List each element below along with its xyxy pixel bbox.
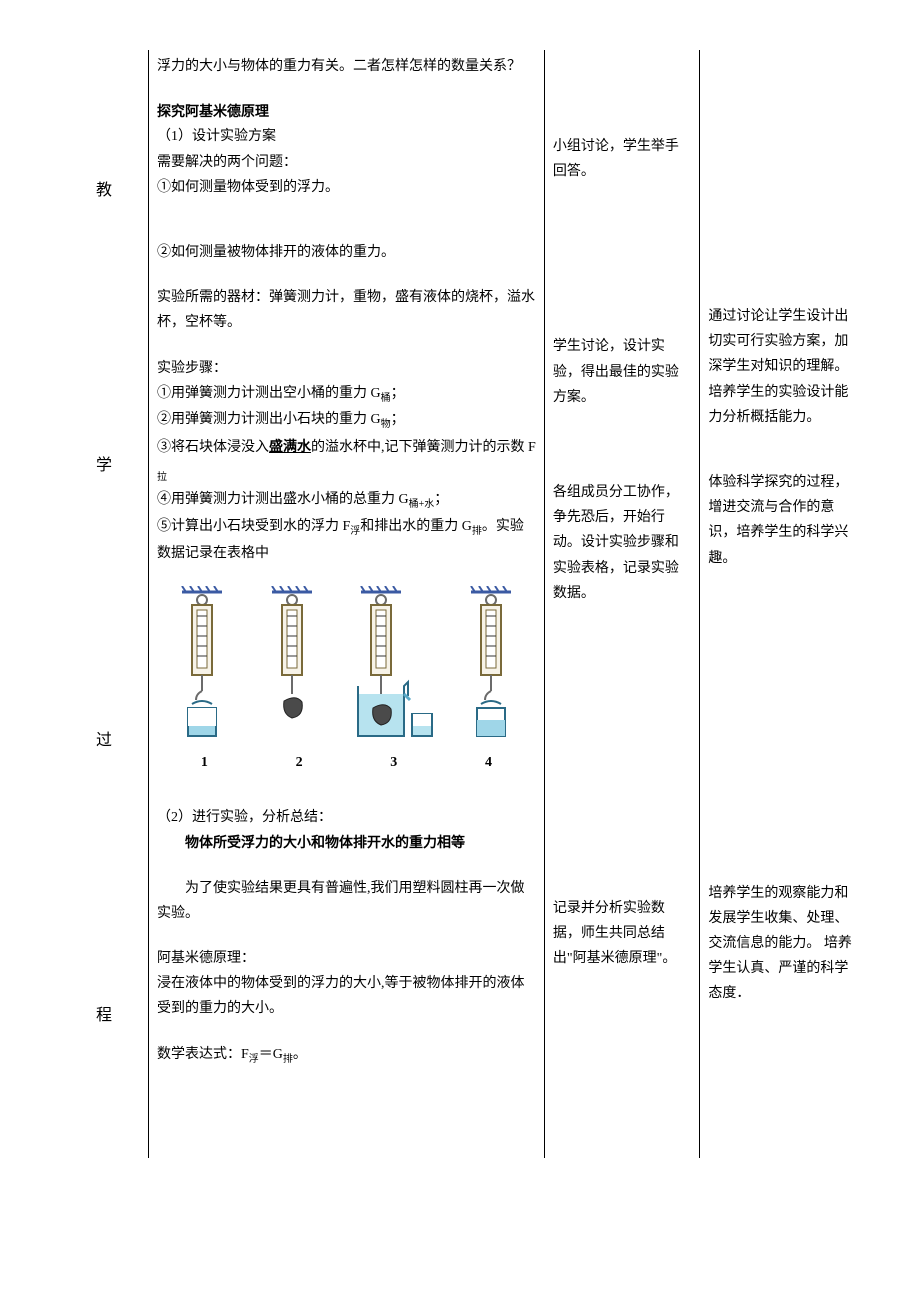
spacer: [553, 54, 691, 134]
student-act-4: 记录并分析实验数据，师生共同总结出"阿基米德原理"。: [553, 896, 691, 972]
step5-sub1: 浮: [350, 526, 360, 537]
student-act-1: 小组讨论，学生举手回答。: [553, 134, 691, 184]
experiment-figure: [157, 586, 536, 746]
principle-text: 浸在液体中的物体受到的浮力的大小,等于被物体排开的液体受到的重力的大小。: [157, 971, 536, 1021]
step1-post: ；: [391, 386, 405, 401]
steps-block: 实验步骤： ①用弹簧测力计测出空小桶的重力 G桶； ②用弹簧测力计测出小石块的重…: [157, 356, 536, 567]
principle-label: 阿基米德原理：: [157, 946, 536, 971]
step4-pre: ④用弹簧测力计测出盛水小桶的总重力 G: [157, 492, 409, 507]
lesson-table: 教 学 过 程 浮力的大小与物体的重力有关。二者怎样怎样的数量关系？ 探究阿基米…: [60, 50, 860, 1158]
step3-pre: ③将石块体浸没入: [157, 440, 269, 455]
formula-pre: 数学表达式：F: [157, 1047, 249, 1062]
step-5: ⑤计算出小石块受到水的浮力 F浮和排出水的重力 G排。实验数据记录在表格中: [157, 514, 536, 566]
col-stage: 教 学 过 程: [60, 50, 148, 1158]
analysis-conclusion: 物体所受浮力的大小和物体排开水的重力相等: [157, 830, 536, 855]
intent-1: 通过讨论让学生设计出切实可行实验方案，加深学生对知识的理解。培养学生的实验设计能…: [708, 304, 852, 430]
step2-sub: 物: [381, 419, 391, 430]
apparatus-list: 实验所需的器材：弹簧测力计，重物，盛有液体的烧杯，溢水杯，空杯等。: [157, 285, 536, 335]
step4-sub: 桶+水: [409, 499, 435, 510]
principle-block: 阿基米德原理： 浸在液体中的物体受到的浮力的大小,等于被物体排开的液体受到的重力…: [157, 946, 536, 1022]
step5-mid: 和排出水的重力 G: [360, 519, 472, 534]
spacer: [708, 450, 852, 470]
step-3: ③将石块体浸没入盛满水的溢水杯中,记下弹簧测力计的示数 F 拉: [157, 434, 536, 487]
stage-char-3: 过: [96, 727, 112, 756]
spacer: [553, 626, 691, 896]
step-1: ①用弹簧测力计测出空小桶的重力 G桶；: [157, 381, 536, 408]
student-act-3: 各组成员分工协作，争先恐后，开始行动。设计实验步骤和实验表格，记录实验数据。: [553, 480, 691, 606]
col-design-intent: 通过讨论让学生设计出切实可行实验方案，加深学生对知识的理解。培养学生的实验设计能…: [700, 50, 860, 1158]
fig-cap-2: 2: [296, 750, 303, 775]
stage-char-2: 学: [96, 452, 112, 481]
formula-sub2: 排: [283, 1053, 293, 1064]
question-2: ②如何测量被物体排开的液体的重力。: [157, 240, 536, 265]
apparatus-2: [257, 586, 327, 746]
step-4: ④用弹簧测力计测出盛水小桶的总重力 G桶+水；: [157, 487, 536, 514]
step5-sub2: 排: [472, 526, 482, 537]
fig-cap-1: 1: [201, 750, 208, 775]
stage-char-1: 教: [96, 177, 112, 206]
spacer: [553, 204, 691, 334]
spacer: [708, 54, 852, 304]
formula-sub1: 浮: [249, 1053, 259, 1064]
step3-bold: 盛满水: [269, 438, 311, 454]
step4-post: ；: [434, 492, 448, 507]
section-explore: 探究阿基米德原理 （1）设计实验方案 需要解决的两个问题： ①如何测量物体受到的…: [157, 99, 536, 200]
col-student-activity: 小组讨论，学生举手回答。 学生讨论，设计实验，得出最佳的实验方案。 各组成员分工…: [544, 50, 699, 1158]
explore-heading: 探究阿基米德原理: [157, 99, 536, 124]
design-plan-label: （1）设计实验方案: [157, 124, 536, 149]
intent-2: 体验科学探究的过程，增进交流与合作的意识，培养学生的科学兴趣。: [708, 470, 852, 571]
apparatus-4: [456, 586, 526, 746]
student-act-2: 学生讨论，设计实验，得出最佳的实验方案。: [553, 334, 691, 410]
fig-cap-4: 4: [485, 750, 492, 775]
steps-heading: 实验步骤：: [157, 356, 536, 381]
step3-sub: 拉: [157, 472, 167, 483]
step3-mid: 的溢水杯中,记下弹簧测力计的示数 F: [311, 440, 536, 455]
analysis-label: （2）进行实验，分析总结：: [157, 805, 536, 830]
question-1: ①如何测量物体受到的浮力。: [157, 175, 536, 200]
intro-question: 浮力的大小与物体的重力有关。二者怎样怎样的数量关系？: [157, 54, 536, 79]
step1-sub: 桶: [381, 392, 391, 403]
step2-post: ；: [391, 412, 405, 427]
spacer: [553, 430, 691, 480]
formula-post: 。: [293, 1047, 307, 1062]
step5-pre: ⑤计算出小石块受到水的浮力 F: [157, 519, 350, 534]
col-teacher-activity: 浮力的大小与物体的重力有关。二者怎样怎样的数量关系？ 探究阿基米德原理 （1）设…: [148, 50, 544, 1158]
step2-pre: ②用弹簧测力计测出小石块的重力 G: [157, 412, 381, 427]
formula-block: 数学表达式：F浮＝G排。: [157, 1042, 536, 1069]
apparatus-1: [167, 586, 237, 746]
fig-cap-3: 3: [390, 750, 397, 775]
repeat-experiment: 为了使实验结果更具有普遍性,我们用塑料圆柱再一次做实验。: [157, 876, 536, 926]
figure-captions: 1 2 3 4: [157, 750, 536, 775]
stage-char-4: 程: [96, 1002, 112, 1031]
spacer: [708, 591, 852, 881]
step-2: ②用弹簧测力计测出小石块的重力 G物；: [157, 407, 536, 434]
two-questions-label: 需要解决的两个问题：: [157, 150, 536, 175]
intent-3: 培养学生的观察能力和发展学生收集、处理、交流信息的能力。 培养学生认真、严谨的科…: [708, 881, 852, 1007]
step1-pre: ①用弹簧测力计测出空小桶的重力 G: [157, 386, 381, 401]
stage-vertical-label: 教 学 过 程: [68, 54, 140, 1154]
apparatus-3: [346, 586, 436, 746]
formula-mid: ＝G: [259, 1047, 283, 1062]
analysis-block: （2）进行实验，分析总结： 物体所受浮力的大小和物体排开水的重力相等: [157, 805, 536, 855]
